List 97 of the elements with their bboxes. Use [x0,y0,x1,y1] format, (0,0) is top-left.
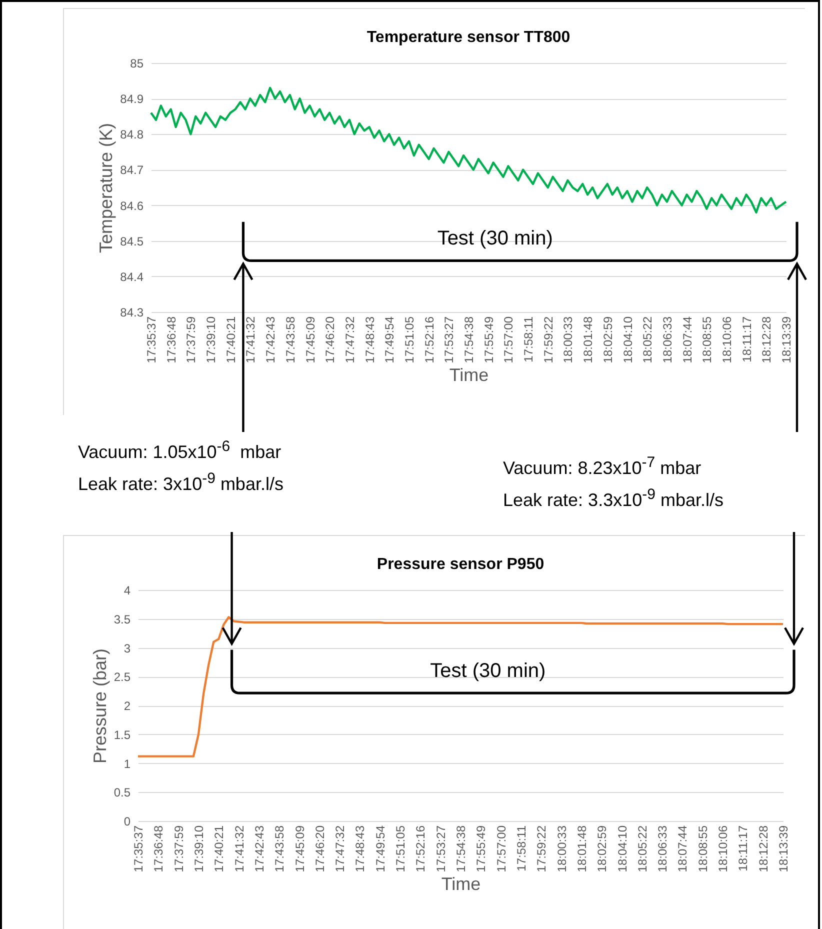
x-tick-label: 17:54:38 [462,316,476,364]
x-tick-label: 17:43:58 [272,825,287,872]
x-tick-label: 17:45:09 [292,825,307,872]
x-tick-label: 18:06:33 [660,316,674,364]
x-tick-label: 17:52:16 [422,316,436,364]
y-tick-label: 84.8 [120,128,144,142]
text: Leak rate: 3x10$^{-9}$ mbar.l/s [78,469,284,495]
y-tick-label: 0 [124,814,131,828]
x-tick-label: 18:01:48 [581,316,596,364]
x-tick-label: 18:12:28 [760,316,774,364]
x-tick-label: 17:47:32 [342,316,357,364]
x-tick-label: 17:37:59 [172,825,186,872]
x-tick-label: 17:41:32 [232,825,246,872]
y-tick-label: 1 [124,756,131,771]
x-tick-label: 18:02:59 [595,825,610,872]
x-tick-label: 17:41:32 [244,316,258,364]
x-tick-label: 17:51:05 [402,316,416,364]
x-tick-label: 17:40:21 [224,316,238,364]
x-tick-label: 17:35:37 [144,316,158,364]
x-tick-label: 18:13:39 [776,825,790,872]
x-tick-label: 17:58:11 [514,825,528,872]
x-tick-label: 17:40:21 [212,825,226,872]
x-tick-label: 18:00:33 [561,316,576,364]
x-tick-label: 17:36:48 [164,316,178,364]
x-tick-label: 17:57:00 [502,316,516,364]
x-tick-label: 17:35:37 [132,825,146,872]
line-series [150,86,788,214]
x-tick-label: 17:46:20 [312,825,327,872]
x-tick-label: 17:45:09 [303,316,318,364]
x-tick-label: 17:53:27 [434,825,448,872]
y-tick-label: 84.5 [120,234,144,248]
y-tick-label: 3.5 [114,612,131,626]
x-tick-label: 17:39:10 [192,825,206,872]
x-tick-label: 18:02:59 [600,316,615,364]
chart-title: Temperature sensor TT800 [366,29,570,46]
x-tick-label: 17:39:10 [204,316,218,364]
y-tick-label: 2.5 [114,670,131,684]
x-tick-label: 17:52:16 [414,825,428,872]
x-tick-label: 17:49:54 [382,316,397,364]
y-axis-title: Pressure (bar) [90,648,110,764]
chart-title: Pressure sensor P950 [376,556,544,573]
x-tick-label: 18:05:22 [635,825,650,872]
x-tick-label: 17:55:49 [474,825,488,872]
x-tick-label: 18:05:22 [640,316,655,364]
y-tick-label: 3 [124,641,131,656]
y-tick-label: 84.3 [120,306,144,320]
y-tick-label: 4 [124,584,131,598]
y-tick-label: 1.5 [114,728,131,742]
x-tick-label: 18:01:48 [574,825,589,872]
x-tick-label: 18:10:06 [716,825,730,872]
annotation: Test (30 min) [430,660,546,682]
x-tick-label: 17:46:20 [323,316,338,364]
x-tick-label: 17:59:22 [541,316,556,364]
x-tick-label: 18:06:33 [656,825,670,872]
text: Vacuum: 8.23x10$^{-7}$ mbar [503,453,702,479]
x-tick-label: 17:47:32 [333,825,348,872]
x-tick-label: 18:04:10 [615,825,630,872]
x-tick-label: 17:54:38 [454,825,468,872]
x-tick-label: 18:07:44 [676,825,690,872]
y-tick-label: 84.9 [120,92,144,106]
y-tick-label: 84.7 [120,163,144,178]
x-tick-label: 18:08:55 [700,316,714,364]
text: Leak rate: 3.3x10$^{-9}$ mbar.l/s [503,485,724,511]
x-tick-label: 17:55:49 [482,316,496,364]
y-tick-label: 84.4 [120,270,144,284]
x-tick-label: 17:58:11 [522,316,536,362]
x-tick-label: 18:11:17 [740,316,754,362]
x-tick-label: 17:51:05 [394,825,408,872]
x-tick-label: 17:49:54 [373,825,388,872]
y-tick-label: 85 [130,56,144,70]
x-tick-label: 18:08:55 [696,825,710,872]
y-tick-label: 2 [124,699,131,713]
x-tick-label: 18:00:33 [554,825,569,872]
x-tick-label: 17:36:48 [152,825,166,872]
x-tick-label: 17:42:43 [252,825,266,872]
x-tick-label: 17:53:27 [442,316,456,364]
x-tick-label: 17:43:58 [283,316,298,364]
x-axis-title: Time [441,874,481,894]
line-series [136,616,784,758]
annotation: Test (30 min) [437,228,553,250]
y-axis-title: Temperature (K) [96,122,116,254]
x-tick-label: 18:12:28 [756,825,770,872]
x-tick-label: 18:04:10 [620,316,635,364]
y-tick-label: 84.6 [120,198,144,213]
x-tick-label: 18:07:44 [680,316,694,364]
x-axis-title: Time [449,365,489,386]
x-tick-label: 17:59:22 [534,825,549,872]
x-tick-label: 17:48:43 [353,825,368,872]
x-tick-label: 18:10:06 [720,316,734,364]
x-tick-label: 17:48:43 [362,316,377,364]
y-tick-label: 0.5 [114,786,131,800]
x-tick-label: 17:42:43 [264,316,278,364]
x-tick-label: 17:37:59 [184,316,198,364]
x-tick-label: 18:13:39 [780,316,794,364]
x-tick-label: 18:11:17 [736,825,750,872]
text: Vacuum: 1.05x10$^{-6}$ mbar [78,437,282,463]
x-tick-label: 17:57:00 [494,825,508,872]
